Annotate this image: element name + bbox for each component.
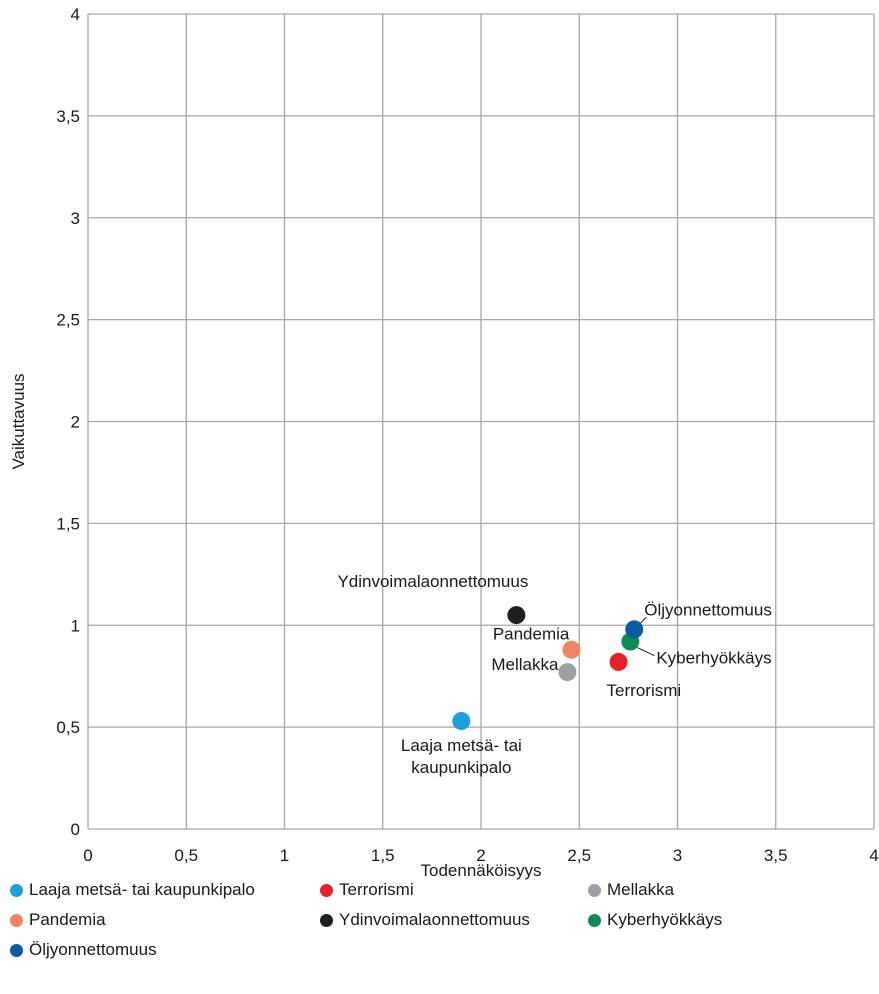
- y-tick-label: 1,5: [56, 514, 80, 533]
- data-point: [558, 663, 577, 682]
- y-tick-label: 1: [71, 616, 80, 635]
- point-label-line: Ydinvoimalaonnettomuus: [337, 572, 528, 591]
- y-tick-labels: 0 0,5 1 1,5 2 2,5 3 3,5 4: [56, 5, 80, 839]
- point-label: Ydinvoimalaonnettomuus: [337, 572, 528, 591]
- point-label-line: Kyberhyökkäys: [656, 649, 771, 668]
- x-axis-title: Todennäköisyys: [421, 861, 542, 880]
- point-label: Kyberhyökkäys: [656, 649, 771, 668]
- legend-swatch-icon: [320, 913, 333, 927]
- legend-item: Öljyonnettomuus: [10, 940, 157, 960]
- legend-label: Ydinvoimalaonnettomuus: [339, 910, 530, 929]
- y-tick-label: 0,5: [56, 718, 80, 737]
- x-tick-label: 3: [673, 846, 682, 865]
- point-label-line: Öljyonnettomuus: [644, 600, 772, 619]
- legend-swatch-icon: [588, 883, 601, 897]
- legend-swatch-icon: [10, 883, 23, 897]
- y-tick-label: 0: [71, 820, 80, 839]
- legend-swatch-icon: [10, 913, 23, 927]
- point-label-line: Mellakka: [491, 655, 559, 674]
- y-tick-label: 2,5: [56, 311, 80, 330]
- legend-item: Pandemia: [10, 910, 106, 930]
- scatter-chart: 0 0,5 1 1,5 2 2,5 3 3,5 4 0 0,5 1 1,5 2 2,5 3 3,5 4 Tode…: [9, 5, 879, 880]
- point-label: Pandemia: [493, 625, 570, 644]
- legend-item: Kyberhyökkäys: [588, 910, 722, 930]
- legend-item: Terrorismi: [320, 880, 414, 900]
- x-tick-label: 1: [280, 846, 289, 865]
- x-tick-label: 0,5: [174, 846, 198, 865]
- data-point: [625, 620, 644, 639]
- legend-swatch-icon: [588, 913, 601, 927]
- point-label-line: Pandemia: [493, 625, 570, 644]
- y-axis-title: Vaikuttavuus: [9, 373, 28, 469]
- point-label-line: Laaja metsä- tai: [401, 736, 522, 755]
- x-tick-label: 4: [869, 846, 878, 865]
- data-point: [452, 712, 471, 731]
- point-labels: Laaja metsä- tai kaupunkipalo Terrorismi Me…: [337, 572, 771, 777]
- point-label: Terrorismi: [607, 681, 682, 700]
- legend-item: Mellakka: [588, 880, 674, 900]
- y-tick-label: 3: [71, 209, 80, 228]
- data-point: [507, 606, 526, 625]
- point-label-line: Terrorismi: [607, 681, 682, 700]
- x-tick-label: 0: [83, 846, 92, 865]
- label-connector-line: [639, 616, 647, 624]
- y-tick-label: 2: [71, 413, 80, 432]
- x-tick-label: 3,5: [764, 846, 788, 865]
- legend-swatch-icon: [320, 883, 333, 897]
- legend-label: Laaja metsä- tai kaupunkipalo: [29, 880, 255, 899]
- point-label: Laaja metsä- tai kaupunkipalo: [401, 736, 522, 777]
- gridlines: [87, 13, 875, 830]
- y-tick-label: 4: [71, 5, 80, 24]
- legend-label: Terrorismi: [339, 880, 414, 899]
- legend-label: Mellakka: [607, 880, 675, 899]
- label-connectors: [637, 616, 655, 657]
- y-tick-label: 3,5: [56, 107, 80, 126]
- x-tick-labels: 0 0,5 1 1,5 2 2,5 3 3,5 4: [83, 846, 878, 865]
- point-label-line: kaupunkipalo: [411, 758, 511, 777]
- data-point: [562, 640, 581, 659]
- point-label: Öljyonnettomuus: [644, 600, 772, 619]
- legend-item: Laaja metsä- tai kaupunkipalo: [10, 880, 255, 900]
- x-tick-label: 2: [476, 846, 485, 865]
- data-points: [452, 606, 644, 731]
- legend-label: Kyberhyökkäys: [607, 910, 723, 929]
- legend-swatch-icon: [10, 943, 23, 957]
- legend-label: Pandemia: [29, 910, 106, 929]
- legend-item: Ydinvoimalaonnettomuus: [320, 910, 530, 930]
- x-tick-label: 2,5: [567, 846, 591, 865]
- point-label: Mellakka: [491, 655, 559, 674]
- legend-label: Öljyonnettomuus: [29, 940, 157, 959]
- label-connector-line: [637, 647, 655, 657]
- x-tick-label: 1,5: [371, 846, 395, 865]
- data-point: [609, 652, 628, 671]
